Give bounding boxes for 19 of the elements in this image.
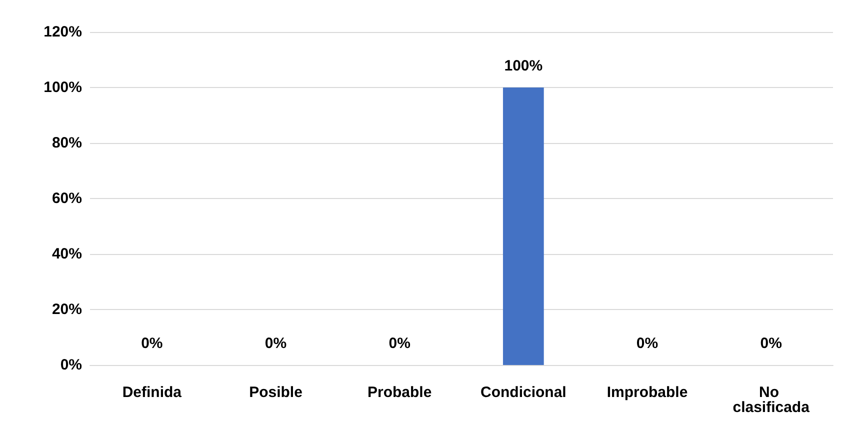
x-tick-label: Condicional	[480, 384, 566, 401]
y-tick-label: 100%	[44, 79, 82, 96]
y-tick-label: 120%	[44, 24, 82, 40]
x-tick-label: No clasificada	[732, 384, 810, 416]
y-tick-label: 40%	[52, 246, 82, 262]
data-label: 0%	[760, 335, 782, 352]
y-tick-label: 80%	[52, 134, 82, 152]
x-tick-label: Improbable	[606, 384, 688, 401]
data-label: 100%	[504, 58, 543, 74]
y-tick-label: 60%	[52, 190, 82, 207]
y-tick-label: 0%	[60, 356, 82, 374]
y-tick-label: 20%	[52, 301, 82, 318]
data-label: 0%	[141, 335, 163, 352]
x-tick-label: Definida	[122, 384, 182, 401]
x-tick-label: Probable	[367, 384, 432, 401]
x-tick-label: Posible	[249, 384, 302, 401]
data-label: 0%	[388, 335, 410, 352]
data-label: 0%	[636, 335, 658, 352]
data-label: 0%	[264, 335, 287, 352]
